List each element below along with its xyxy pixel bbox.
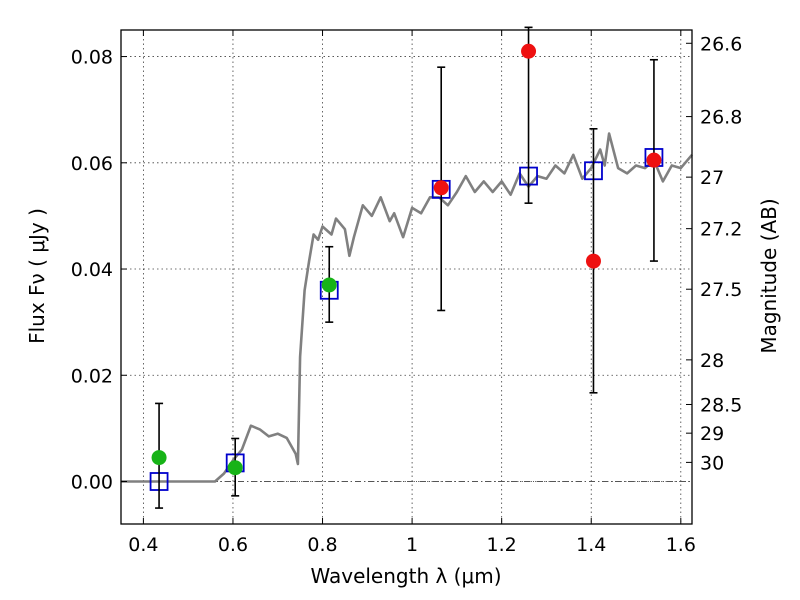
y2-tick-label: 27 [700,167,724,189]
observed-flux-point [227,460,243,476]
y-tick-label: 0.00 [71,472,113,494]
y2-tick-label: 28 [700,350,724,372]
y2-tick-label: 29 [700,423,724,445]
y-axis-label: Flux Fν ( μJy ) [25,208,49,344]
observed-flux-point [646,152,662,168]
observed-flux-point [585,253,601,269]
x-tick-label: 0.6 [218,534,248,556]
y2-tick-label: 26.6 [700,33,742,55]
model-spectrum-line [121,132,693,483]
y-tick-label: 0.04 [71,259,113,281]
x-tick-label: 1 [406,534,418,556]
observed-flux-point [521,43,537,59]
x-tick-label: 1.2 [487,534,517,556]
x-tick-label: 0.8 [307,534,337,556]
tick-layer: 0.4 0.6 0.8 1 1.2 1.4 1.6 0.00 0.02 0.04 0.06 0.08 2… [71,30,742,556]
y2-tick-label: 27.5 [700,279,742,301]
y2-tick-label: 27.2 [700,219,742,241]
plot-frame [120,29,693,525]
observed-flux-point [321,277,337,293]
x-tick-label: 0.4 [128,534,158,556]
x-tick-label: 1.6 [666,534,696,556]
x-tick-label: 1.4 [576,534,606,556]
x-axis-label: Wavelength λ (μm) [310,564,501,588]
y-tick-label: 0.02 [71,365,113,387]
plot-layer [121,26,693,509]
y2-axis-label: Magnitude (AB) [757,198,781,353]
y2-tick-label: 30 [700,452,724,474]
observed-flux-point [433,180,449,196]
y2-tick-label: 26.8 [700,107,742,129]
y2-tick-label: 28.5 [700,394,742,416]
y-tick-label: 0.06 [71,153,113,175]
observed-flux-point [151,450,167,466]
y-tick-label: 0.08 [71,47,113,69]
